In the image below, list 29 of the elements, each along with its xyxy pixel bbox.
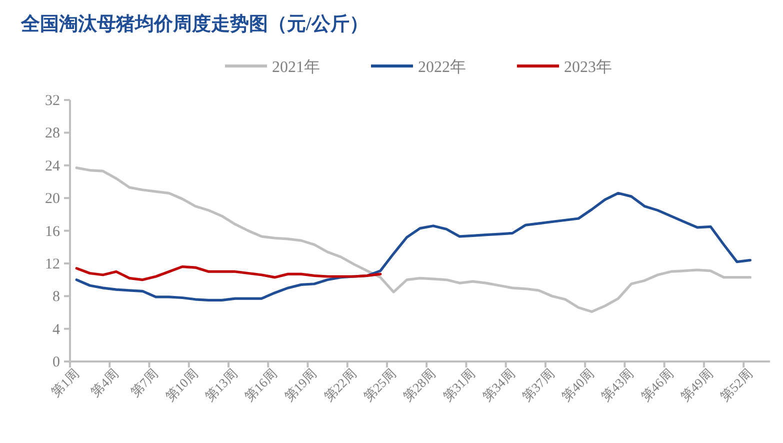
xtick: 第19周 bbox=[281, 366, 320, 404]
xtick: 第49周 bbox=[678, 366, 716, 404]
xtick: 第37周 bbox=[519, 366, 558, 404]
ytick: 20 bbox=[45, 191, 60, 208]
xtick: 第31周 bbox=[440, 366, 478, 404]
xtick: 第16周 bbox=[242, 366, 280, 404]
ytick: 32 bbox=[45, 93, 60, 109]
xtick: 第28周 bbox=[400, 366, 438, 404]
xtick: 第40周 bbox=[558, 366, 597, 404]
xtick: 第46周 bbox=[638, 366, 676, 404]
xtick: 第43周 bbox=[598, 366, 636, 404]
xtick: 第52周 bbox=[717, 366, 756, 404]
xtick: 第10周 bbox=[162, 366, 201, 404]
ytick: 16 bbox=[45, 224, 60, 240]
xtick: 第4周 bbox=[88, 366, 122, 400]
ytick: 8 bbox=[52, 289, 60, 306]
xtick: 第22周 bbox=[320, 366, 360, 404]
xtick: 第7周 bbox=[127, 366, 161, 400]
ytick: 28 bbox=[45, 126, 60, 142]
legend-label: 2023年 bbox=[564, 59, 612, 76]
xtick: 第25周 bbox=[360, 366, 399, 404]
xtick: 第13周 bbox=[202, 366, 240, 404]
ytick: 12 bbox=[45, 256, 60, 272]
ytick: 24 bbox=[45, 158, 60, 174]
title: 全国淘汰母猪均价周度走势图（元/公斤） bbox=[21, 14, 368, 35]
ytick: 4 bbox=[52, 322, 60, 338]
legend-label: 2021年 bbox=[272, 59, 320, 76]
xtick: 第34周 bbox=[479, 366, 518, 404]
legend-label: 2022年 bbox=[418, 59, 466, 76]
